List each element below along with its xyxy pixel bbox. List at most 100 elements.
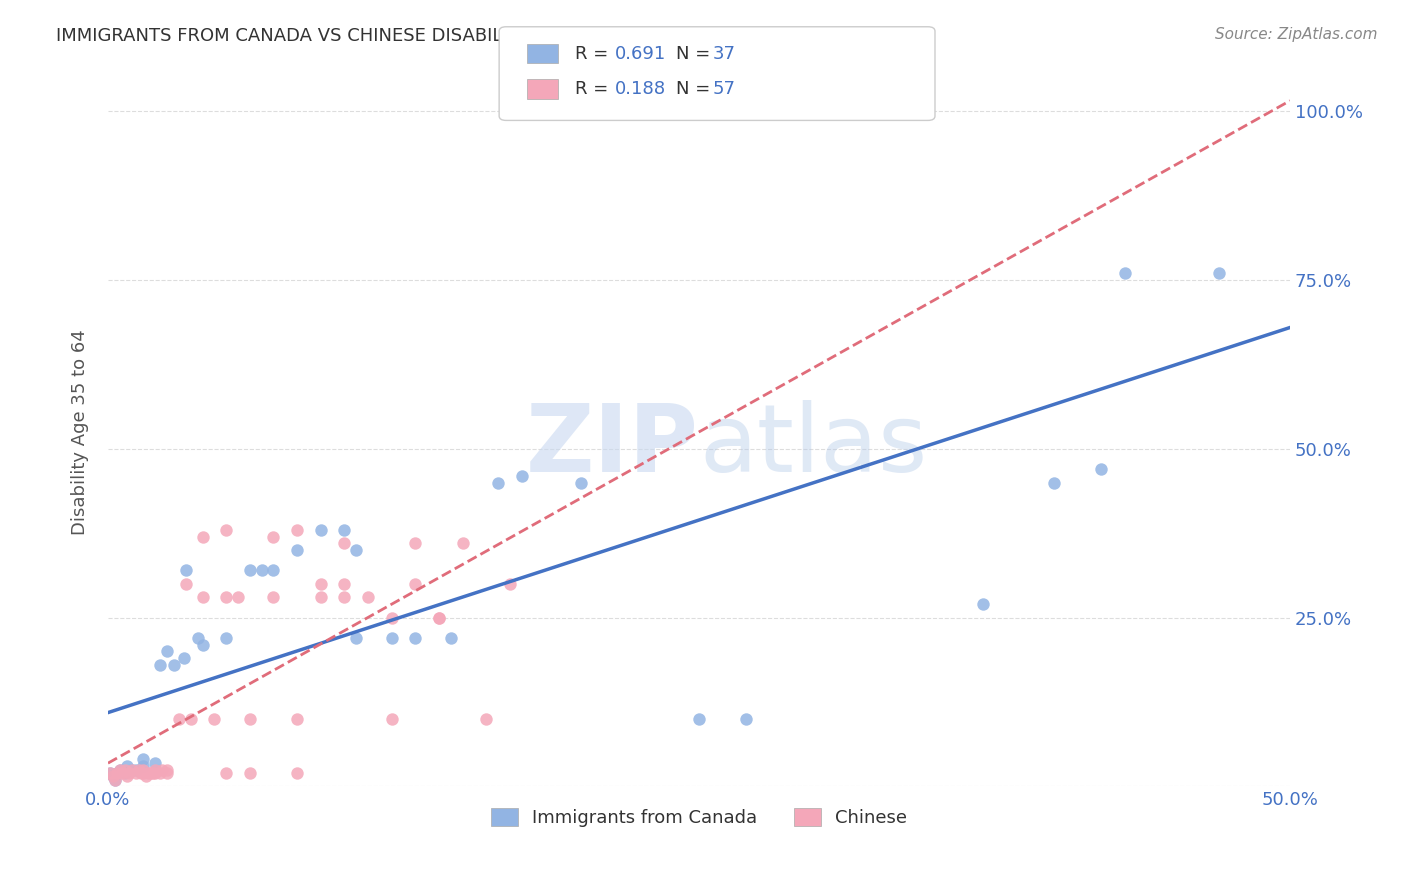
Point — [143, 763, 166, 777]
Point — [263, 530, 285, 544]
Point — [107, 766, 129, 780]
Point — [285, 523, 308, 537]
Point — [173, 651, 195, 665]
Point — [191, 591, 214, 605]
Point — [263, 563, 285, 577]
Point — [215, 631, 238, 645]
Point — [149, 657, 172, 672]
Point — [150, 763, 173, 777]
Point — [156, 766, 179, 780]
Point — [114, 763, 136, 777]
Legend: Immigrants from Canada, Chinese: Immigrants from Canada, Chinese — [484, 800, 914, 834]
Point — [129, 766, 152, 780]
Point — [381, 631, 404, 645]
Text: 0.188: 0.188 — [614, 80, 665, 98]
Point — [1208, 266, 1230, 280]
Point — [451, 536, 474, 550]
Point — [285, 543, 308, 558]
Point — [156, 644, 179, 658]
Point — [111, 766, 134, 780]
Point — [510, 468, 533, 483]
Point — [333, 591, 356, 605]
Point — [125, 763, 148, 777]
Point — [735, 712, 758, 726]
Point — [135, 769, 157, 783]
Text: 0.691: 0.691 — [614, 45, 665, 62]
Point — [139, 766, 162, 780]
Point — [163, 657, 186, 672]
Text: IMMIGRANTS FROM CANADA VS CHINESE DISABILITY AGE 35 TO 64 CORRELATION CHART: IMMIGRANTS FROM CANADA VS CHINESE DISABI… — [56, 27, 862, 45]
Point — [115, 759, 138, 773]
Point — [108, 763, 131, 777]
Point — [309, 577, 332, 591]
Text: N =: N = — [676, 45, 716, 62]
Point — [263, 591, 285, 605]
Point — [344, 543, 367, 558]
Point — [118, 766, 141, 780]
Point — [156, 763, 179, 777]
Point — [404, 577, 426, 591]
Point — [404, 536, 426, 550]
Point — [1090, 462, 1112, 476]
Point — [333, 536, 356, 550]
Point — [569, 475, 592, 490]
Point — [239, 563, 262, 577]
Point — [143, 756, 166, 770]
Text: 57: 57 — [713, 80, 735, 98]
Point — [309, 591, 332, 605]
Point — [98, 766, 121, 780]
Point — [688, 712, 710, 726]
Point — [104, 772, 127, 787]
Text: ZIP: ZIP — [526, 401, 699, 492]
Point — [132, 766, 155, 780]
Point — [121, 763, 143, 777]
Point — [333, 577, 356, 591]
Point — [174, 563, 197, 577]
Y-axis label: Disability Age 35 to 64: Disability Age 35 to 64 — [72, 329, 89, 535]
Text: atlas: atlas — [699, 401, 927, 492]
Point — [142, 766, 165, 780]
Point — [174, 577, 197, 591]
Point — [381, 610, 404, 624]
Point — [215, 523, 238, 537]
Point — [114, 766, 136, 780]
Point — [475, 712, 498, 726]
Point — [285, 766, 308, 780]
Point — [499, 577, 522, 591]
Point — [132, 759, 155, 773]
Point — [149, 766, 172, 780]
Point — [309, 523, 332, 537]
Text: R =: R = — [575, 80, 614, 98]
Point — [98, 766, 121, 780]
Point — [132, 752, 155, 766]
Point — [215, 591, 238, 605]
Point — [191, 530, 214, 544]
Point — [108, 763, 131, 777]
Point — [191, 638, 214, 652]
Point — [215, 766, 238, 780]
Text: N =: N = — [676, 80, 716, 98]
Point — [104, 772, 127, 787]
Point — [333, 523, 356, 537]
Point — [239, 712, 262, 726]
Point — [239, 766, 262, 780]
Point — [121, 763, 143, 777]
Text: Source: ZipAtlas.com: Source: ZipAtlas.com — [1215, 27, 1378, 42]
Point — [167, 712, 190, 726]
Point — [101, 769, 124, 783]
Point — [180, 712, 202, 726]
Point — [357, 591, 380, 605]
Point — [107, 766, 129, 780]
Point — [285, 712, 308, 726]
Point — [101, 769, 124, 783]
Point — [143, 766, 166, 780]
Point — [128, 763, 150, 777]
Point — [344, 631, 367, 645]
Text: R =: R = — [575, 45, 614, 62]
Point — [115, 769, 138, 783]
Point — [427, 610, 450, 624]
Point — [250, 563, 273, 577]
Point — [136, 766, 159, 780]
Point — [226, 591, 249, 605]
Point — [1114, 266, 1136, 280]
